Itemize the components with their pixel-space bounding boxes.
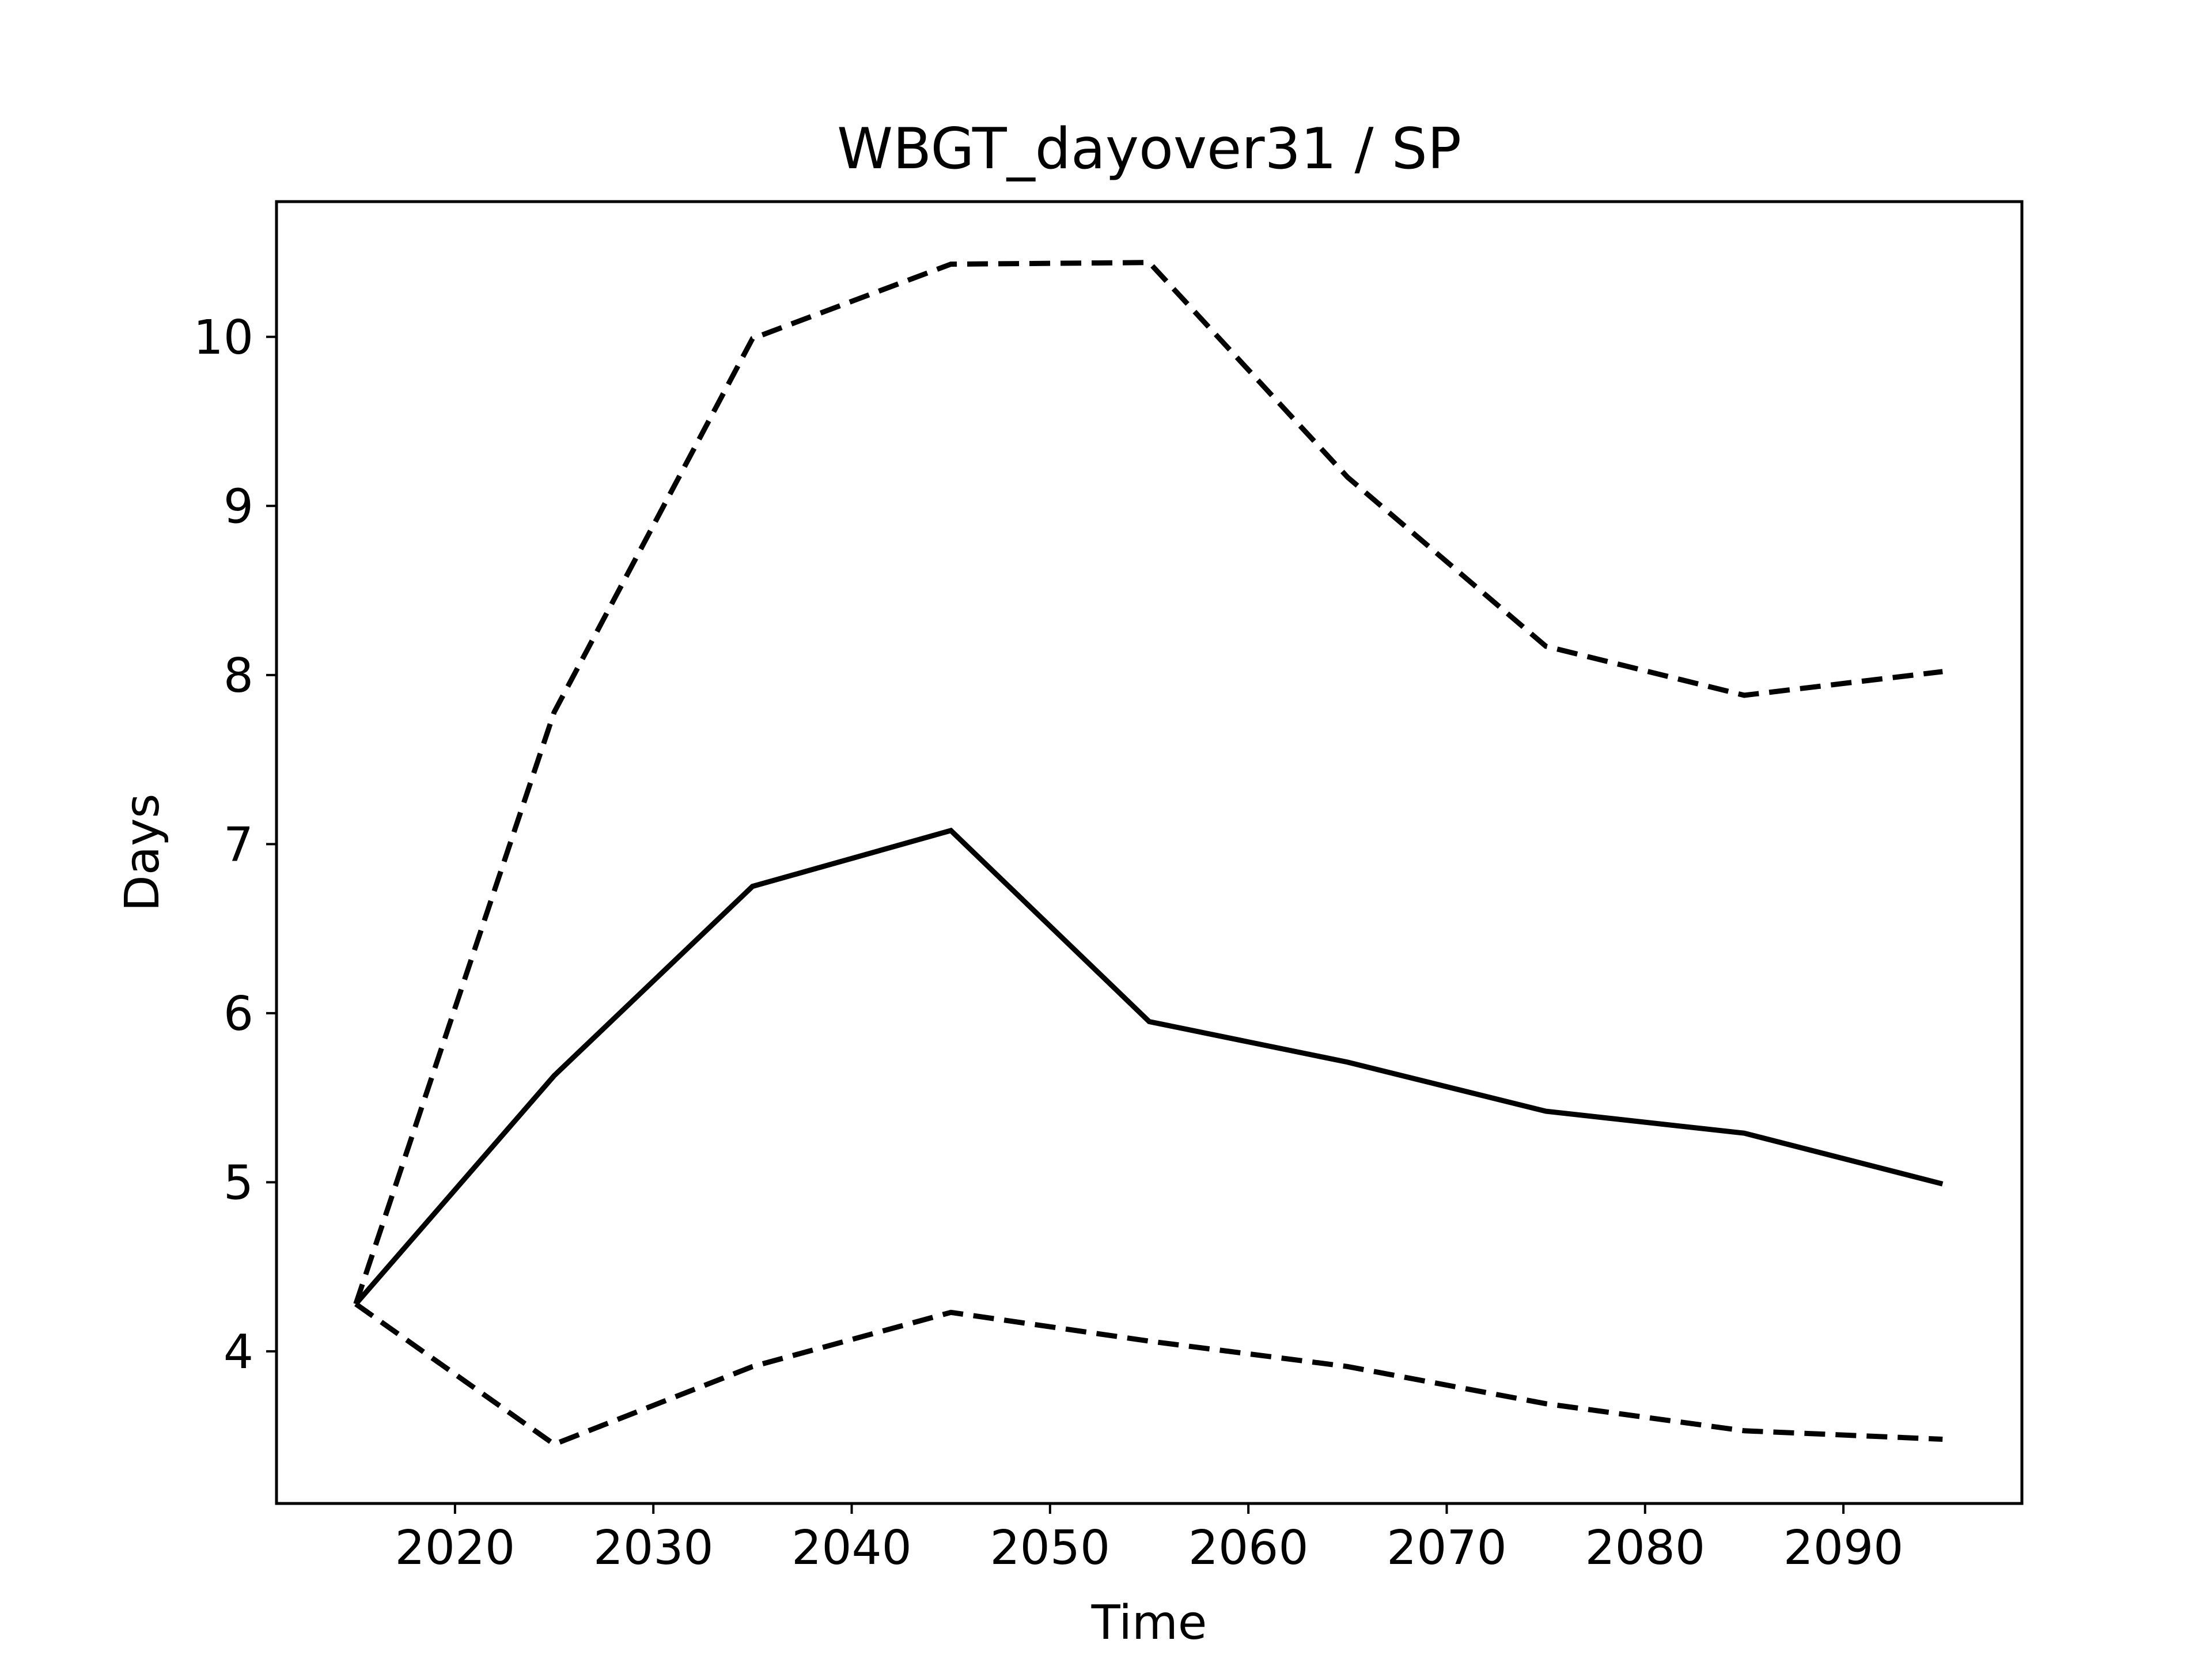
x-tick-label: 2060: [1188, 1521, 1309, 1575]
x-axis-label: Time: [1091, 1596, 1207, 1650]
y-tick-label: 10: [194, 310, 253, 365]
x-tick-label: 2080: [1585, 1521, 1705, 1575]
y-axis-ticks: 4 5 6 7 8 9 10: [194, 310, 276, 1380]
x-tick-label: 2050: [990, 1521, 1110, 1575]
x-tick-label: 2090: [1783, 1521, 1904, 1575]
y-axis-label: Days: [115, 794, 170, 912]
y-tick-label: 6: [224, 987, 253, 1041]
x-axis-ticks: 2020 2030 2040 2050 2060 2070 2080 2090: [395, 1503, 1904, 1575]
lower-bound-line: [354, 1302, 1943, 1448]
y-tick-label: 9: [224, 479, 253, 534]
plot-frame: [275, 200, 2024, 1505]
x-tick-label: 2040: [791, 1521, 912, 1575]
y-tick-label: 7: [224, 817, 253, 872]
chart-title: WBGT_dayover31 / SP: [837, 116, 1461, 182]
x-tick-label: 2030: [593, 1521, 714, 1575]
y-tick-label: 5: [224, 1156, 253, 1210]
median-line: [354, 827, 1944, 1306]
x-tick-label: 2020: [395, 1521, 516, 1575]
plot-area: [353, 260, 1944, 1448]
y-tick-label: 4: [224, 1325, 253, 1380]
x-tick-label: 2070: [1387, 1521, 1507, 1575]
upper-bound-line: [353, 260, 1943, 1305]
y-tick-label: 8: [224, 649, 253, 703]
